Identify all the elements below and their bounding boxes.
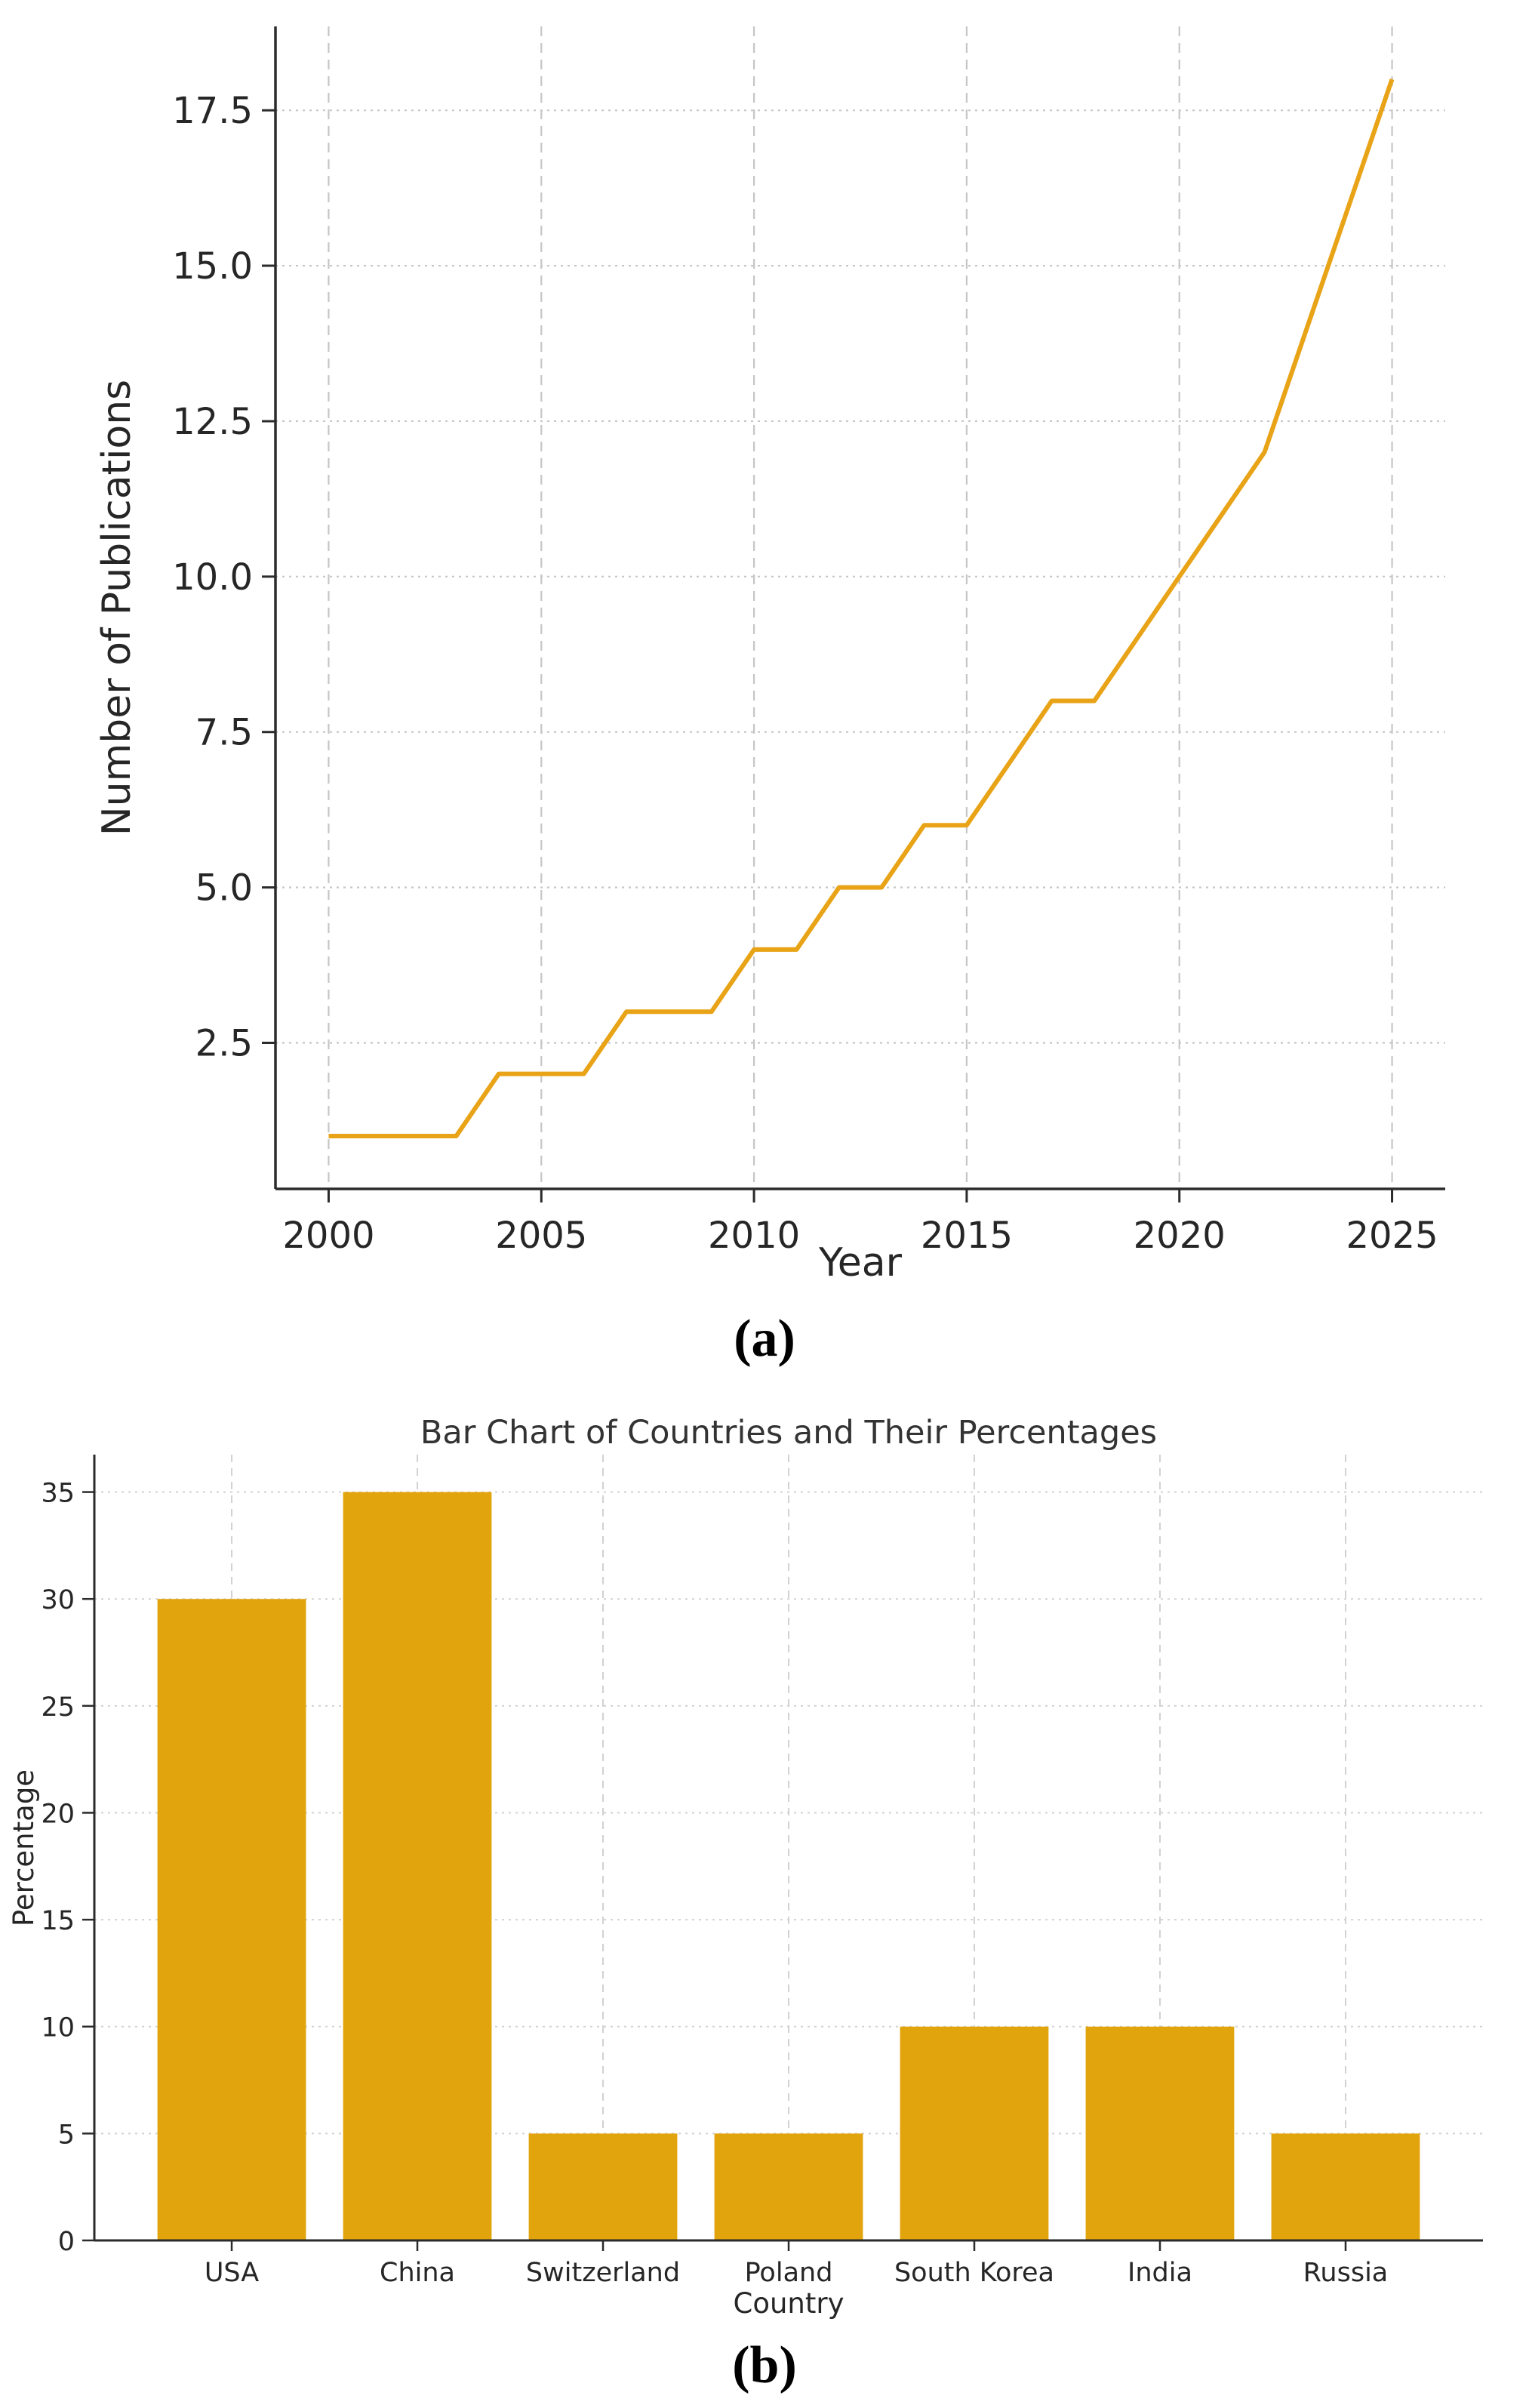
y-tick-label: 0 bbox=[58, 2227, 75, 2257]
bar-switzerland bbox=[528, 2133, 678, 2240]
bar-poland bbox=[714, 2133, 863, 2240]
line-chart-gridlines bbox=[275, 26, 1445, 1189]
bar-usa bbox=[157, 1599, 306, 2240]
y-tick-label: 5 bbox=[58, 2120, 75, 2150]
bar-china bbox=[343, 1492, 492, 2240]
x-tick-label: 2020 bbox=[1134, 1215, 1226, 1257]
y-tick-label: 5.0 bbox=[195, 867, 253, 910]
bar-chart-panel-b: 0 5 10 15 20 25 30 35 USA China Switzerland Poland S… bbox=[8, 1414, 1483, 2320]
bar-south-korea bbox=[900, 2026, 1049, 2240]
x-tick-label: 2000 bbox=[282, 1215, 374, 1257]
x-tick-label: 2005 bbox=[495, 1215, 587, 1257]
y-axis-label-publications: Number of Publications bbox=[94, 380, 140, 836]
y-tick-label: 30 bbox=[41, 1585, 75, 1615]
y-axis-label-percentage: Percentage bbox=[8, 1769, 40, 1926]
caption-panel-a: (a) bbox=[734, 1310, 795, 1368]
x-tick-label: Poland bbox=[745, 2258, 833, 2288]
x-tick-label: South Korea bbox=[894, 2258, 1054, 2288]
x-tick-label: 2015 bbox=[921, 1215, 1013, 1257]
y-tick-label: 20 bbox=[41, 1799, 75, 1829]
y-tick-label: 15 bbox=[41, 1906, 75, 1936]
x-tick-label: Russia bbox=[1303, 2258, 1389, 2288]
bar-chart-bars bbox=[157, 1492, 1420, 2240]
bar-russia bbox=[1271, 2133, 1420, 2240]
y-tick-label: 15.0 bbox=[172, 245, 253, 288]
publications-line bbox=[328, 79, 1395, 1138]
line-chart-series bbox=[328, 79, 1395, 1138]
x-tick-label: 2010 bbox=[708, 1215, 800, 1257]
x-tick-label: 2025 bbox=[1346, 1215, 1438, 1257]
line-chart-panel-a: 2000 2005 2010 2015 2020 2025 2.5 5.0 7.5 10.0 12.… bbox=[94, 26, 1445, 1283]
y-tick-label: 10 bbox=[41, 2013, 75, 2043]
y-tick-label: 7.5 bbox=[195, 712, 253, 754]
y-tick-label: 25 bbox=[41, 1692, 75, 1723]
bar-chart-axes: 0 5 10 15 20 25 30 35 USA China Switzerland Poland S… bbox=[41, 1455, 1483, 2288]
y-tick-label: 17.5 bbox=[172, 90, 253, 132]
x-axis-label-year: Year bbox=[818, 1240, 903, 1283]
bar-india bbox=[1085, 2026, 1235, 2240]
y-tick-label: 12.5 bbox=[172, 401, 253, 443]
x-tick-label: Switzerland bbox=[526, 2258, 680, 2288]
x-tick-label: China bbox=[380, 2258, 455, 2288]
bar-chart-title: Bar Chart of Countries and Their Percent… bbox=[420, 1414, 1157, 1452]
y-tick-label: 10.0 bbox=[172, 556, 253, 599]
x-tick-label: USA bbox=[205, 2258, 259, 2288]
y-tick-label: 35 bbox=[41, 1479, 75, 1509]
y-tick-label: 2.5 bbox=[195, 1022, 253, 1064]
caption-panel-b: (b) bbox=[732, 2336, 797, 2394]
x-tick-label: India bbox=[1128, 2258, 1192, 2288]
line-chart-axes: 2000 2005 2010 2015 2020 2025 2.5 5.0 7.5 10.0 12.… bbox=[172, 26, 1445, 1257]
x-axis-label-country: Country bbox=[734, 2287, 844, 2320]
